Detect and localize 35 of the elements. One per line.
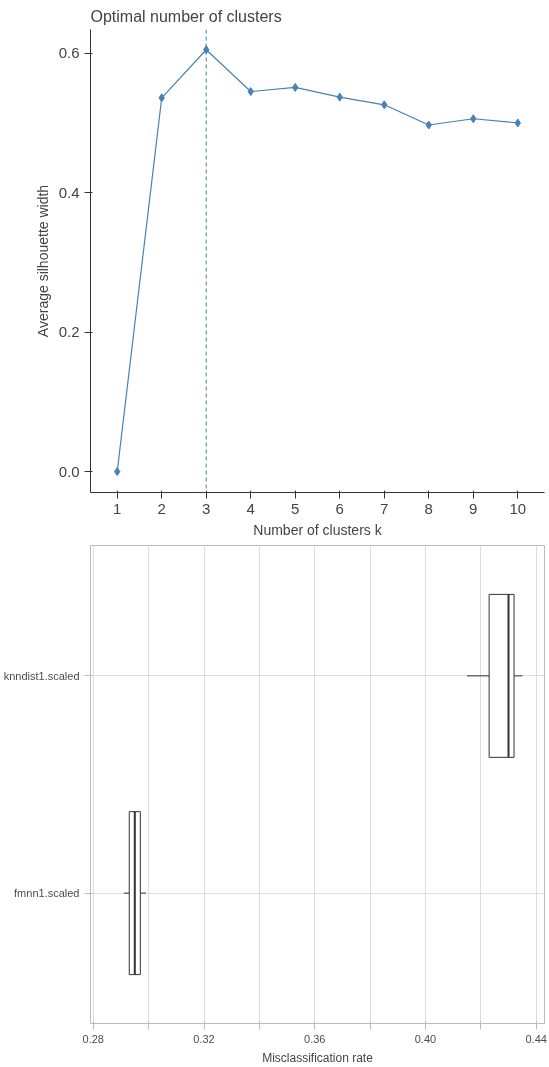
point bbox=[470, 114, 477, 124]
x-tick-label: 0.36 bbox=[304, 1032, 326, 1045]
y-axis-title: Average silhouette width bbox=[34, 184, 51, 338]
point bbox=[247, 87, 254, 97]
point bbox=[381, 100, 388, 110]
x-tick-label: 0.44 bbox=[525, 1032, 547, 1045]
point bbox=[203, 45, 210, 55]
x-tick-label: 3 bbox=[202, 499, 211, 517]
x-axis-title: Misclassification rate bbox=[262, 1050, 374, 1065]
point bbox=[292, 82, 299, 92]
point bbox=[158, 93, 165, 103]
y-tick-label: 0.2 bbox=[58, 323, 80, 341]
point bbox=[425, 120, 432, 130]
y-tick-label: 0.6 bbox=[58, 44, 80, 62]
x-tick-label: 8 bbox=[424, 499, 433, 517]
x-tick-label: 0.28 bbox=[82, 1032, 104, 1045]
x-tick-label: 6 bbox=[335, 499, 344, 517]
point bbox=[514, 118, 521, 128]
x-tick-label: 10 bbox=[509, 499, 527, 517]
y-tick-label: 0.4 bbox=[58, 183, 80, 201]
x-tick-label: 4 bbox=[246, 499, 255, 517]
x-tick-label: 2 bbox=[157, 499, 166, 517]
point bbox=[114, 467, 121, 477]
x-tick-label: 7 bbox=[380, 499, 389, 517]
x-tick-label: 9 bbox=[469, 499, 478, 517]
x-tick-label: 0.40 bbox=[414, 1032, 437, 1045]
x-tick-label: 5 bbox=[291, 499, 300, 517]
x-tick-label: 0.32 bbox=[193, 1032, 215, 1045]
chart-title: Optimal number of clusters bbox=[90, 7, 282, 25]
x-tick-label: 1 bbox=[113, 499, 122, 517]
x-axis-title: Number of clusters k bbox=[253, 521, 383, 538]
y-tick-label: 0.0 bbox=[58, 462, 80, 480]
y-tick-label: fmnn1.scaled bbox=[14, 887, 80, 900]
point bbox=[336, 92, 343, 102]
y-tick-label: knndist1.scaled bbox=[3, 669, 80, 682]
